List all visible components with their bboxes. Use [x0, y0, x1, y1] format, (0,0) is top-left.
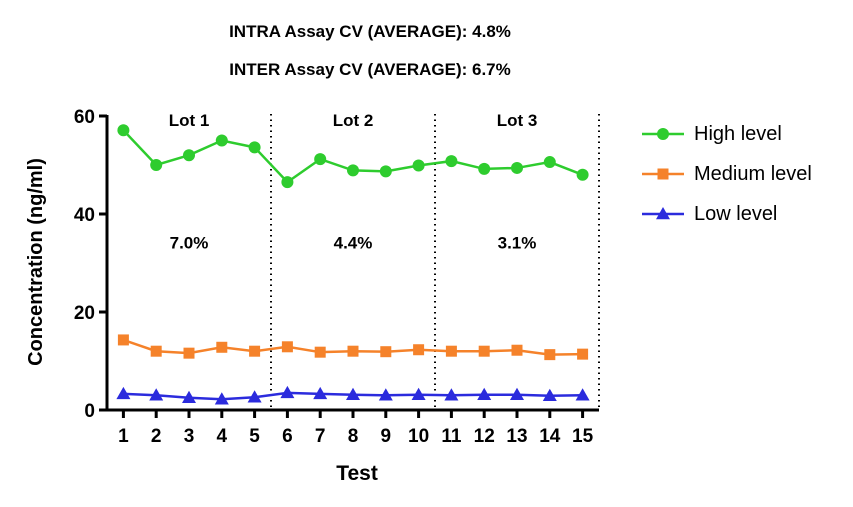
legend-swatch	[642, 168, 684, 180]
data-point	[575, 388, 590, 401]
x-tick-label: 12	[474, 426, 495, 447]
legend-item: High level	[640, 119, 782, 149]
legend-marker	[657, 128, 669, 140]
lot-annotations: Lot 1 7.0% Lot 2 4.4% Lot 3 3.1%	[169, 111, 538, 252]
data-point	[378, 388, 393, 401]
data-point	[543, 156, 556, 169]
x-tick-label: 3	[184, 426, 195, 447]
x-tick-label: 10	[408, 426, 429, 447]
data-point	[347, 164, 359, 177]
x-tick-label: 6	[282, 426, 293, 447]
lot-label: Lot 1	[169, 111, 210, 130]
data-point	[347, 345, 359, 357]
data-point	[314, 346, 326, 358]
legend-marker	[656, 207, 670, 220]
x-tick-label: 11	[441, 426, 462, 447]
data-point	[511, 344, 523, 356]
data-point	[379, 165, 392, 178]
legend-label: High level	[694, 122, 782, 145]
data-point	[117, 124, 130, 137]
legend-item: Low level	[640, 199, 777, 229]
data-point	[215, 134, 228, 147]
x-tick-label: 9	[381, 426, 392, 447]
x-tick-label: 7	[315, 426, 326, 447]
x-tick-label: 15	[572, 426, 594, 447]
data-point	[216, 341, 228, 353]
data-point	[576, 168, 589, 181]
x-tick-label: 2	[151, 426, 162, 447]
data-point	[445, 155, 458, 168]
data-point	[413, 344, 425, 356]
y-tick-label: 0	[84, 401, 95, 422]
chart-subtitle-inter: INTER Assay CV (AVERAGE): 6.7%	[229, 60, 511, 79]
data-point	[510, 387, 524, 401]
axes	[105, 115, 599, 412]
x-tick-label: 8	[348, 426, 359, 447]
data-point	[249, 345, 261, 357]
data-point	[346, 387, 360, 401]
data-point	[281, 176, 294, 189]
data-point	[149, 388, 164, 401]
data-point	[280, 385, 295, 399]
lot-cv-label: 3.1%	[498, 233, 537, 252]
data-point	[444, 388, 459, 401]
y-tick-label: 60	[74, 107, 95, 128]
lot-label: Lot 2	[333, 111, 374, 130]
series-group	[116, 124, 590, 405]
lot-label: Lot 3	[497, 111, 538, 130]
data-point	[478, 162, 491, 175]
data-point	[182, 390, 196, 403]
x-tick-label: 13	[506, 426, 527, 447]
data-point	[247, 390, 262, 403]
data-point	[542, 388, 557, 402]
chart-subtitle-intra: INTRA Assay CV (AVERAGE): 4.8%	[229, 22, 511, 41]
y-ticks: 0 20 40 60	[74, 107, 107, 422]
data-point	[412, 159, 425, 172]
data-point	[150, 345, 162, 357]
lot-cv-label: 7.0%	[170, 233, 209, 252]
data-point	[445, 345, 457, 357]
legend-marker	[657, 168, 669, 180]
data-point	[116, 386, 131, 400]
data-point	[248, 141, 261, 154]
data-point	[511, 161, 523, 174]
y-tick-label: 20	[74, 303, 95, 324]
data-point	[478, 345, 490, 357]
legend-swatch	[642, 207, 684, 220]
data-point	[183, 149, 195, 162]
data-point	[577, 348, 589, 360]
legend-swatch	[642, 128, 684, 140]
data-point	[477, 387, 492, 401]
data-point	[380, 346, 392, 358]
data-point	[183, 347, 195, 359]
data-point	[150, 159, 163, 171]
x-tick-label: 5	[249, 426, 260, 447]
x-tick-label: 14	[539, 426, 561, 447]
x-axis-label: Test	[336, 462, 378, 485]
x-ticks: 1 2 3 4 5 6 7 8 9 10 11 12 13 14 15	[118, 410, 594, 447]
lot-cv-label: 4.4%	[334, 233, 373, 252]
data-point	[214, 392, 229, 405]
x-tick-label: 1	[118, 426, 129, 447]
y-tick-label: 40	[74, 205, 95, 226]
data-point	[544, 349, 556, 361]
legend-label: Medium level	[694, 162, 812, 185]
x-tick-label: 4	[217, 426, 228, 447]
data-point	[117, 334, 129, 346]
legend-item: Medium level	[640, 159, 812, 189]
legend-label: Low level	[694, 202, 778, 225]
y-axis-label: Concentration (ng/ml)	[25, 158, 47, 366]
data-point	[281, 341, 293, 353]
data-point	[313, 386, 328, 400]
data-point	[411, 387, 426, 401]
data-point	[314, 153, 327, 166]
